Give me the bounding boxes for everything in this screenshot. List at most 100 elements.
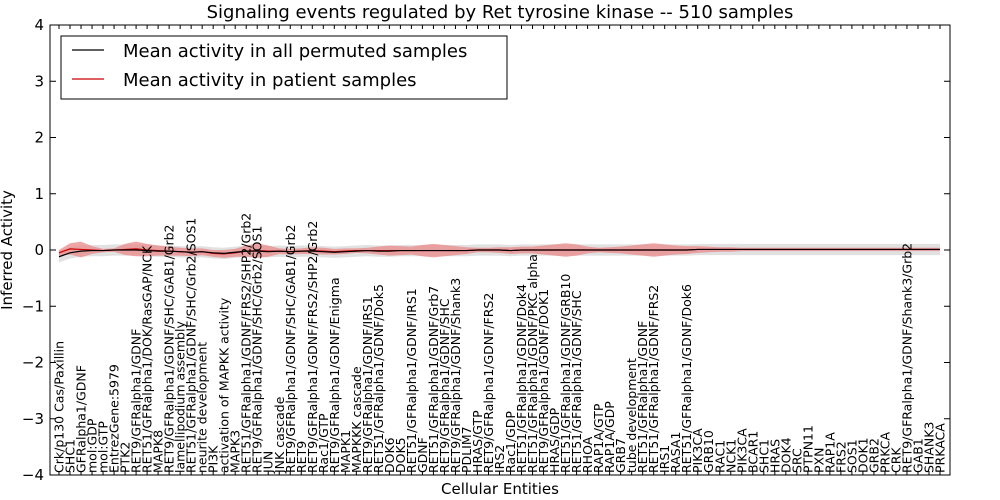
x-tick-label: GRB10 (701, 430, 716, 473)
x-tick-label: IRS2 (492, 445, 507, 473)
y-tick-label: −4 (22, 466, 44, 484)
x-tick-label: RET51/GFRalpha1/GDNF/Dok4 (514, 284, 529, 473)
x-tick-label: PRKCA (877, 432, 892, 473)
y-axis: −4 −3 −2 −1 0 1 2 3 4 (22, 16, 950, 484)
x-tick-label: tube development (624, 358, 639, 473)
x-tick-label: MAPK8 (151, 430, 166, 473)
x-tick-label: PRKACA (933, 423, 948, 473)
x-tick-label: mol:GDP (85, 418, 100, 473)
x-tick-label: RET9/GFRalpha1/GDNF/DOK1 (536, 289, 551, 473)
x-tick-label: RET9/GFRalpha1/GDNF/SHC/GAB1/Grb2 (162, 224, 177, 473)
x-tick-label: DOK5 (393, 437, 408, 473)
y-tick-label: −1 (22, 297, 44, 315)
x-axis: Crk/p130 Cas/Paxillin SHC1 GFRalpha1/GDNFm… (52, 25, 948, 475)
x-tick-label: RET51/GFRalpha1/GDNF/GRB10 (558, 274, 573, 473)
permuted-mean-line (58, 248, 940, 258)
x-tick-label: SHANK3 (921, 422, 936, 473)
x-tick-label: RET9/GFRalpha1/GDNF/SHC/GAB1/Grb2 (283, 224, 298, 473)
x-tick-label: RET9/GFRalpha1/GDNF (129, 329, 144, 473)
x-tick-label: FRS2 (833, 441, 848, 473)
x-tick-label: PI3K (206, 445, 221, 473)
x-tick-label: CRK (888, 447, 903, 473)
x-tick-label: GAB1 (910, 438, 925, 473)
x-tick-label: DOK1 (855, 437, 870, 473)
x-tick-label: RET9/GFRalpha1/GDNF/Shank3 (448, 278, 463, 473)
x-tick-label: PIK3CA (690, 428, 705, 473)
x-tick-label: GDNF (415, 437, 430, 473)
y-tick-label: 2 (34, 129, 44, 147)
x-tick-label: RET51/GFRalpha1/GDNF/IRS1 (404, 288, 419, 473)
x-tick-label: MAPK1 (338, 430, 353, 473)
x-tick-label: MAPK3 (228, 430, 243, 473)
y-tick-label: −2 (22, 354, 44, 372)
legend: Mean activity in all permuted samples Me… (60, 35, 508, 100)
x-tick-label: Crk/p130 Cas/Paxillin (52, 341, 67, 473)
x-tick-label: RET51/GFRalpha1/GDNF/SHC (569, 290, 584, 473)
y-tick-label: 1 (34, 185, 44, 203)
x-tick-label: RET9/GFRalpha1/GDNF/IRS1 (360, 296, 375, 473)
x-tick-label: RET51/GFRalpha1/GDNF/PKC alpha (525, 254, 540, 473)
x-tick-label: JUN (261, 451, 276, 474)
x-tick-label: SOS1 (844, 439, 859, 473)
x-tick-label: EntrezGene:5979 (107, 364, 122, 473)
legend-label-permuted: Mean activity in all permuted samples (123, 41, 467, 62)
x-tick-label: GRB7 (613, 438, 628, 473)
x-tick-label: neurite development (195, 342, 210, 473)
legend-label-patient: Mean activity in patient samples (123, 70, 417, 91)
x-tick-label: NCK1 (723, 439, 738, 473)
x-tick-label: JNK cascade (272, 396, 287, 474)
x-tick-label: GFRalpha1/GDNF (74, 365, 89, 473)
series-lines (58, 248, 940, 258)
x-tick-label: RHOA (580, 436, 595, 473)
x-tick-label: HRAS/GDP (547, 407, 562, 473)
x-tick-label: GRB2 (866, 438, 881, 473)
x-tick-label: RET51/GFRalpha1/DOK/RasGAP/NCK (140, 245, 155, 473)
x-tick-label: RAP1A (822, 432, 837, 473)
x-tick-label: SHC1 (756, 439, 771, 473)
x-tick-label: RAP1A/GDP (602, 401, 617, 473)
legend-box (60, 35, 508, 100)
chart-title: Signaling events regulated by Ret tyrosi… (207, 2, 794, 23)
y-tick-label: 0 (34, 241, 44, 259)
x-tick-label: Rac1/GDP (503, 411, 518, 473)
x-tick-label: IRS1 (657, 445, 672, 473)
x-tick-label: RET9/GFRalpha1/GDNF/Enigma (327, 277, 342, 473)
y-axis-title: Inferred Activity (0, 190, 16, 310)
x-tick-label: BCAR1 (745, 431, 760, 473)
x-tick-label: PTPN11 (800, 425, 815, 473)
x-tick-label: PDLIM7 (459, 426, 474, 473)
x-tick-label: RET51/GFRalpha1/GDNF/FRS2/SHP2/Grb2 (239, 213, 254, 473)
x-tick-label: RET51/GFRalpha1/GDNF/Dok6 (679, 284, 694, 473)
x-tick-label: RET9/GFRalpha1/GDNF/SHC/Grb2/SOS1 (250, 226, 265, 473)
x-tick-label: RAP1A/GTP (591, 403, 606, 473)
x-tick-label: RAC1 (712, 440, 727, 473)
x-tick-label: HRAS/GTP (470, 410, 485, 473)
y-tick-label: −3 (22, 410, 44, 428)
x-tick-label: DOK4 (778, 437, 793, 473)
x-tick-label: PXN (811, 448, 826, 473)
x-tick-label: RET51/GFRalpha1/GDNF/Grb7 (426, 286, 441, 473)
y-tick-label: 3 (34, 72, 44, 90)
x-tick-label: DOK6 (382, 437, 397, 473)
x-tick-label: MAPKKK cascade (349, 366, 364, 473)
x-tick-label: lamellipodium assembly (173, 321, 188, 473)
x-axis-title: Cellular Entities (441, 480, 559, 498)
x-tick-label: SRC (789, 448, 804, 473)
x-tick-label: PIK3CA (734, 428, 749, 473)
x-tick-label: PTK2 (118, 442, 133, 473)
x-tick-label: activation of MAPKK activity (217, 297, 232, 473)
x-tick-label: RET51/GFRalpha1/GDNF/SHC/Grb2/SOS1 (184, 218, 199, 473)
x-tick-label: RASA1 (668, 432, 683, 473)
x-tick-label: RET51/GFRalpha1/GDNF/FRS2 (646, 285, 661, 473)
x-tick-label: RET51/GFRalpha1/GDNF/Dok5 (371, 284, 386, 473)
x-tick-label: RET9/GFRalpha1/GDNF/SHC (437, 298, 452, 473)
x-tick-label: RET9/GFRalpha1/GDNF/FRS2 (481, 293, 496, 473)
x-tick-label: HRAS (767, 439, 782, 473)
x-tick-label: RET51/GFRalpha1/GDNF (635, 321, 650, 473)
x-tick-label: RET9/GFRalpha1/GDNF/Shank3/Grb2 (899, 243, 914, 473)
x-tick-label: RET9/GFRalpha1/GDNF/FRS2/SHP2/Grb2 (305, 221, 320, 473)
x-tick-label: Rac1/GTP (316, 413, 331, 473)
x-tick-label: RET9 (294, 441, 309, 473)
y-tick-label: 4 (34, 16, 44, 34)
